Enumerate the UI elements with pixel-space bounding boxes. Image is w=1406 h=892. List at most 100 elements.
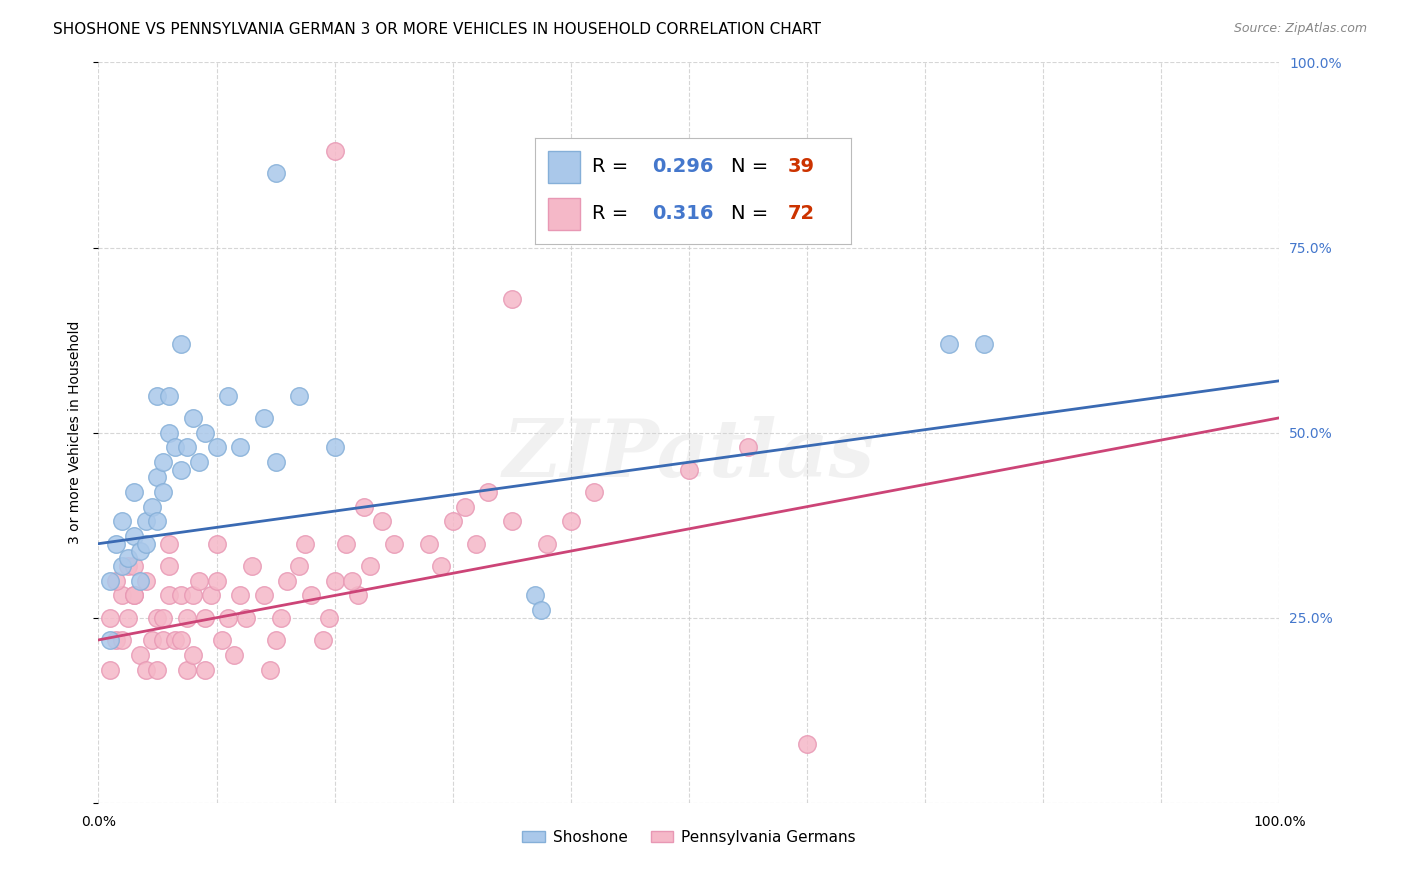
Point bbox=[157, 425, 180, 440]
Point bbox=[181, 410, 204, 425]
Point bbox=[501, 515, 523, 529]
Point bbox=[335, 536, 357, 550]
Point bbox=[194, 425, 217, 440]
Point bbox=[122, 484, 145, 499]
Text: N =: N = bbox=[731, 204, 775, 223]
Point bbox=[200, 589, 222, 603]
Point bbox=[146, 470, 169, 484]
Point bbox=[152, 632, 174, 647]
Point bbox=[146, 388, 169, 402]
FancyBboxPatch shape bbox=[548, 151, 579, 183]
Point bbox=[122, 529, 145, 543]
Point bbox=[342, 574, 364, 588]
Text: 0.296: 0.296 bbox=[652, 157, 714, 177]
Point bbox=[217, 388, 239, 402]
Point bbox=[128, 648, 150, 662]
Point bbox=[157, 536, 180, 550]
Point bbox=[111, 515, 134, 529]
Point bbox=[288, 558, 311, 573]
Point bbox=[205, 536, 228, 550]
Point bbox=[170, 589, 193, 603]
Point bbox=[205, 441, 228, 455]
Point bbox=[453, 500, 475, 514]
Point bbox=[323, 574, 346, 588]
Text: 39: 39 bbox=[789, 157, 815, 177]
Point bbox=[418, 536, 440, 550]
FancyBboxPatch shape bbox=[548, 197, 579, 229]
Point bbox=[146, 610, 169, 624]
Point bbox=[264, 632, 287, 647]
Point bbox=[477, 484, 499, 499]
Point bbox=[430, 558, 453, 573]
Point bbox=[98, 632, 121, 647]
Point bbox=[165, 441, 187, 455]
Point bbox=[98, 663, 121, 677]
Point bbox=[253, 589, 276, 603]
Point bbox=[152, 455, 174, 469]
Point bbox=[353, 500, 375, 514]
Point bbox=[187, 574, 209, 588]
Point bbox=[141, 632, 163, 647]
Point bbox=[194, 663, 217, 677]
Point bbox=[135, 536, 157, 550]
Point bbox=[211, 632, 233, 647]
Point bbox=[128, 574, 150, 588]
Point bbox=[259, 663, 281, 677]
Point bbox=[117, 558, 139, 573]
Point bbox=[288, 388, 311, 402]
Point bbox=[152, 610, 174, 624]
Point bbox=[98, 574, 121, 588]
Point bbox=[229, 441, 252, 455]
Point bbox=[530, 603, 553, 617]
Legend: Shoshone, Pennsylvania Germans: Shoshone, Pennsylvania Germans bbox=[516, 823, 862, 851]
Point bbox=[560, 515, 582, 529]
Point bbox=[176, 663, 198, 677]
Point bbox=[536, 536, 558, 550]
Point bbox=[122, 589, 145, 603]
Text: N =: N = bbox=[731, 157, 775, 177]
Point bbox=[270, 610, 292, 624]
Point bbox=[111, 589, 134, 603]
Point bbox=[157, 589, 180, 603]
Point bbox=[157, 388, 180, 402]
Point bbox=[205, 574, 228, 588]
Point bbox=[465, 536, 488, 550]
Point bbox=[323, 441, 346, 455]
Y-axis label: 3 or more Vehicles in Household: 3 or more Vehicles in Household bbox=[69, 321, 83, 544]
Point bbox=[117, 610, 139, 624]
Point bbox=[264, 455, 287, 469]
Point bbox=[111, 558, 134, 573]
Point bbox=[217, 610, 239, 624]
Point bbox=[111, 632, 134, 647]
Point bbox=[240, 558, 263, 573]
Point bbox=[165, 632, 187, 647]
Point bbox=[157, 558, 180, 573]
Point bbox=[181, 589, 204, 603]
Text: 0.316: 0.316 bbox=[652, 204, 714, 223]
Point bbox=[135, 574, 157, 588]
Point bbox=[170, 336, 193, 351]
Point bbox=[501, 293, 523, 307]
Point bbox=[152, 484, 174, 499]
Point bbox=[276, 574, 298, 588]
Point bbox=[678, 462, 700, 476]
Point bbox=[299, 589, 322, 603]
Point bbox=[141, 500, 163, 514]
Point bbox=[105, 574, 128, 588]
Text: R =: R = bbox=[592, 157, 634, 177]
Point bbox=[187, 455, 209, 469]
Point bbox=[170, 632, 193, 647]
Text: R =: R = bbox=[592, 204, 634, 223]
Text: 72: 72 bbox=[789, 204, 815, 223]
Text: SHOSHONE VS PENNSYLVANIA GERMAN 3 OR MORE VEHICLES IN HOUSEHOLD CORRELATION CHAR: SHOSHONE VS PENNSYLVANIA GERMAN 3 OR MOR… bbox=[53, 22, 821, 37]
Point bbox=[737, 441, 759, 455]
Point bbox=[318, 610, 340, 624]
Point bbox=[122, 589, 145, 603]
Point bbox=[122, 558, 145, 573]
Point bbox=[583, 484, 606, 499]
Point bbox=[170, 462, 193, 476]
Point bbox=[524, 589, 547, 603]
Point bbox=[176, 441, 198, 455]
Text: ZIPatlas: ZIPatlas bbox=[503, 416, 875, 493]
Point bbox=[176, 610, 198, 624]
